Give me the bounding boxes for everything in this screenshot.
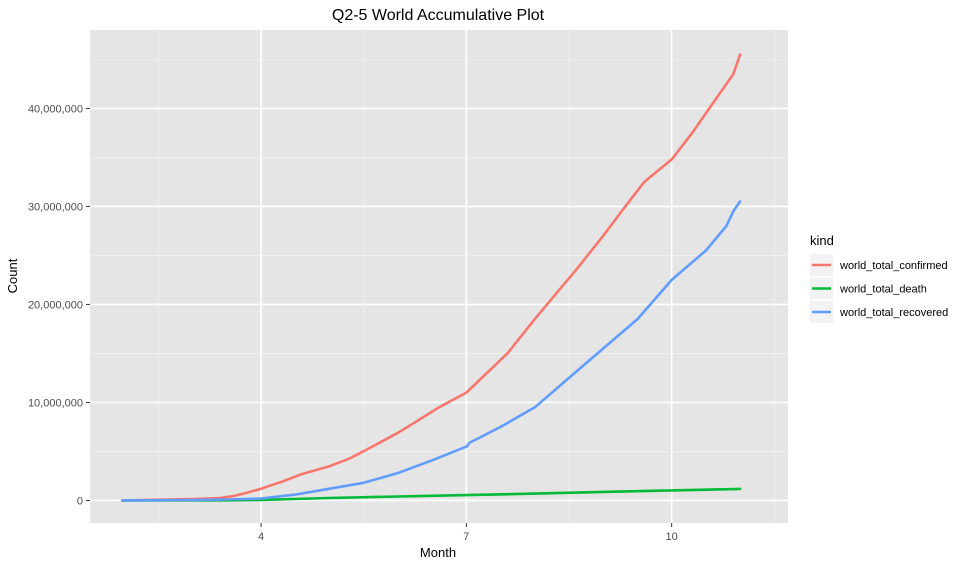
y-tick-label: 0 xyxy=(77,495,83,507)
series-line-world-total-recovered xyxy=(120,200,742,502)
y-tick-label: 10,000,000 xyxy=(28,397,83,409)
x-tick-label: 10 xyxy=(666,531,678,543)
legend-label: world_total_death xyxy=(839,284,927,296)
plot-panel xyxy=(90,30,788,523)
chart-title: Q2-5 World Accumulative Plot xyxy=(332,7,545,24)
y-axis-ticks: 0 10,000,000 20,000,000 30,000,000 40,000,00… xyxy=(28,103,90,507)
legend-title: kind xyxy=(810,233,834,248)
series-line-world-total-confirmed xyxy=(120,53,742,502)
y-tick-label: 20,000,000 xyxy=(28,299,83,311)
y-tick-label: 40,000,000 xyxy=(28,103,83,115)
series-layer xyxy=(120,53,742,502)
x-axis-label: Month xyxy=(420,545,456,560)
y-axis-label: Count xyxy=(5,258,20,293)
legend: kind world_total_confirmed world_total_de… xyxy=(810,233,948,323)
x-tick-label: 4 xyxy=(258,531,264,543)
legend-label: world_total_recovered xyxy=(839,307,948,319)
major-gridlines xyxy=(90,30,788,523)
x-axis-ticks: 4 7 10 xyxy=(258,523,678,543)
legend-items: world_total_confirmed world_total_deathwo… xyxy=(810,254,948,323)
x-tick-label: 7 xyxy=(463,531,469,543)
y-tick-label: 30,000,000 xyxy=(28,201,83,213)
legend-label: world_total_confirmed xyxy=(839,260,948,272)
